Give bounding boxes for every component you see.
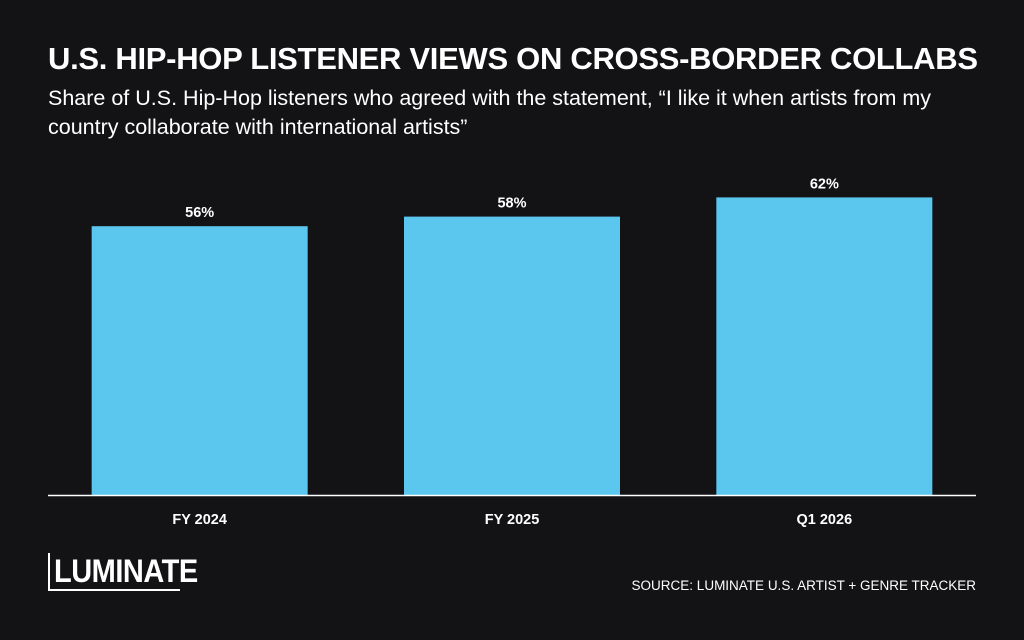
bar-q1-2026 [716, 197, 933, 495]
value-label: 56% [185, 205, 214, 221]
logo-bracket-horizontal [48, 589, 180, 591]
logo-wordmark: LUMINATE [54, 554, 198, 590]
bar-fy-2024 [91, 226, 308, 495]
luminate-logo: LUMINATE [48, 553, 198, 591]
category-label: Q1 2026 [797, 512, 853, 528]
bar-fy-2025 [404, 216, 620, 495]
category-label: FY 2024 [172, 512, 227, 528]
value-labels-group: 56% 58% 62% [185, 176, 839, 221]
chart-subtitle: Share of U.S. Hip-Hop listeners who agre… [48, 86, 932, 139]
category-labels-group: FY 2024 FY 2025 Q1 2026 [172, 512, 852, 528]
category-label: FY 2025 [485, 512, 540, 528]
chart-title: U.S. HIP-HOP LISTENER VIEWS ON CROSS-BOR… [48, 41, 978, 76]
logo-bracket-vertical [48, 553, 50, 591]
value-label: 62% [810, 176, 839, 192]
bars-group [91, 197, 933, 495]
value-label: 58% [497, 196, 526, 212]
source-note: SOURCE: LUMINATE U.S. ARTIST + GENRE TRA… [631, 578, 976, 593]
